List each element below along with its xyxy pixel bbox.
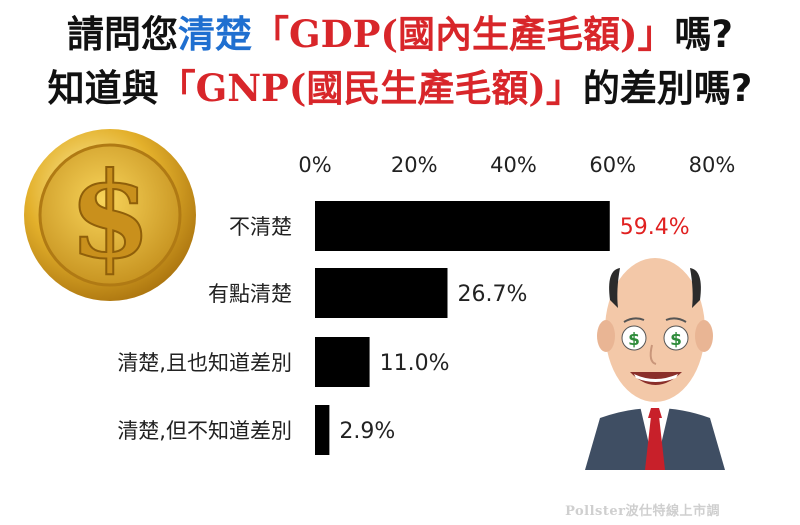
value-label: 59.4%	[620, 215, 690, 240]
title-line2-segment-2: 的差別嗎?	[582, 67, 753, 110]
svg-text:$: $	[628, 330, 640, 350]
x-tick-label: 20%	[391, 153, 438, 177]
bar	[315, 268, 448, 318]
category-label: 不清楚	[229, 215, 292, 239]
source-credit: Pollster波仕特線上市調	[565, 504, 720, 519]
title-line1-segment-2: 「GDP(國內生產毛額)」	[252, 12, 675, 56]
bar	[315, 405, 330, 455]
title-line2-segment-0: 知道與	[47, 67, 159, 110]
x-tick-label: 40%	[490, 153, 537, 177]
bar	[315, 201, 610, 251]
x-tick-label: 60%	[589, 153, 636, 177]
x-tick-label: 80%	[689, 153, 736, 177]
title-line-2: 知道與「GNP(國民生產毛額)」的差別嗎?	[0, 66, 800, 111]
title-line2-segment-1: 「GNP(國民生產毛額)」	[158, 66, 583, 110]
category-label: 清楚,但不知道差別	[117, 419, 292, 443]
bar	[315, 337, 370, 387]
title-line1-segment-3: 嗎?	[674, 13, 733, 56]
category-label: 清楚,且也知道差別	[117, 351, 292, 375]
title-line1-segment-0: 請問您	[67, 13, 178, 56]
title-line1-segment-1: 清楚	[178, 13, 252, 56]
gold-dollar-coin-icon: $	[24, 129, 196, 301]
businessman-dollar-eyes-icon: $ $	[585, 258, 725, 470]
value-label: 11.0%	[380, 351, 450, 376]
title-line-1: 請問您清楚「GDP(國內生產毛額)」嗎?	[0, 12, 800, 57]
value-label: 2.9%	[339, 419, 395, 444]
category-label: 有點清楚	[208, 282, 292, 306]
svg-text:$: $	[670, 330, 682, 350]
value-label: 26.7%	[457, 282, 527, 307]
svg-text:$: $	[69, 146, 151, 285]
x-tick-label: 0%	[298, 153, 331, 177]
